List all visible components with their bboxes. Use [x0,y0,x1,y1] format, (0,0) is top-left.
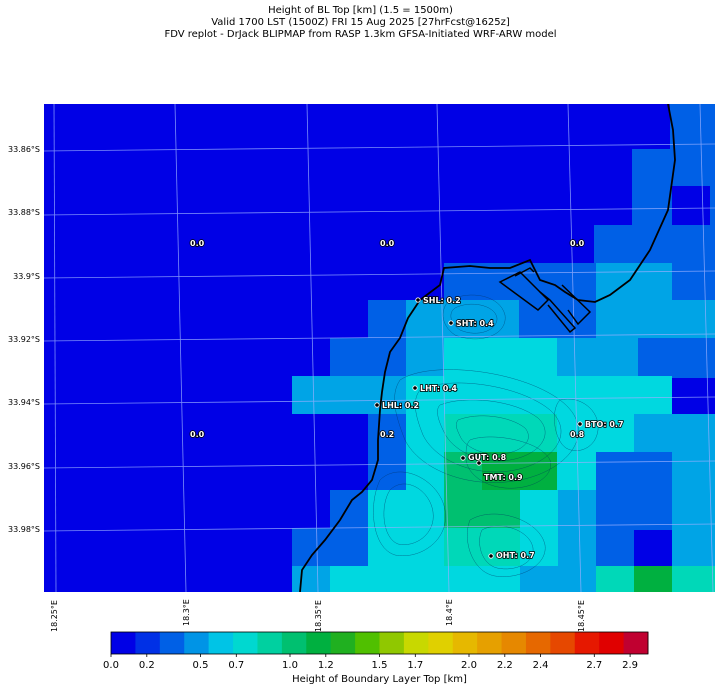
lat-label: 33.98°S [8,525,40,534]
colorbar-swatch [233,632,258,654]
station-gut: GUT: 0.8 [460,452,507,463]
colorbar-tick-label: 1.2 [317,660,334,671]
station-bto: BTO: 0.7 [577,419,624,430]
station-marker [374,402,380,408]
station-tmt: TMT: 0.9 [476,460,524,483]
lat-label: 33.94°S [8,398,40,407]
colorbar-tick-label: 2.4 [532,660,549,671]
colorbar-title: Height of Boundary Layer Top [km] [292,674,467,685]
station-label: TMT: 0.9 [484,473,523,482]
colorbar-tick-label: 2.0 [461,660,477,671]
lon-label: 18.35°E [314,600,323,632]
colorbar-swatch [135,632,161,654]
colorbar-tick-label: 0.5 [192,660,209,671]
colorbar-swatch [330,632,356,654]
colorbar-swatch [501,632,527,654]
lat-label: 33.86°S [8,145,40,154]
colorbar-swatch [159,632,185,654]
station-lhl: LHL: 0.2 [374,400,420,411]
colorbar-swatch [257,632,283,654]
colorbar-swatch [306,632,332,654]
colorbar-tick-label: 1.0 [282,660,298,671]
station-label: BTO: 0.7 [585,420,624,429]
colorbar [110,631,649,657]
station-label: LHL: 0.2 [382,401,419,410]
terrain-contours [373,294,599,577]
station-label: SHL: 0.2 [423,296,461,305]
colorbar-tick-label: 0.2 [138,660,155,671]
colorbar-tick-label: 0.0 [103,660,119,671]
colorbar-swatch [477,632,503,654]
colorbar-swatch [428,632,454,654]
station-label: OHT: 0.7 [496,551,535,560]
colorbar-tick-label: 2.9 [622,660,639,671]
map-title: Height of BL Top [km] (1.5 = 1500m) Vali… [0,5,721,41]
station-label: SHT: 0.4 [456,319,494,328]
colorbar-swatch [111,632,136,654]
colorbar-swatch [403,632,429,654]
grid-value-label: 0.0 [570,239,585,248]
station-marker [476,460,482,466]
lon-label: 18.4°E [445,599,454,626]
lon-label: 18.45°E [577,600,586,632]
title-line-3: FDV replot - DrJack BLIPMAP from RASP 1.… [164,29,557,40]
colorbar-swatch [355,632,380,654]
station-shl: SHL: 0.2 [415,295,462,306]
lat-label: 33.9°S [13,272,40,281]
lat-label: 33.96°S [8,462,40,471]
colorbar-tick-label: 1.7 [407,660,424,671]
map-plot-area [44,104,715,592]
colorbar-swatch [452,632,478,654]
colorbar-swatch [379,632,405,654]
colorbar-swatch [208,632,234,654]
bl-field-cells [292,104,715,592]
station-sht: SHT: 0.4 [448,318,495,329]
lon-label: 18.3°E [182,599,191,626]
grid-value-label: 0.8 [570,430,585,439]
station-marker [412,385,418,391]
colorbar-swatch [550,632,576,654]
grid-value-label: 0.0 [190,239,205,248]
colorbar-swatch [281,632,307,654]
grid-value-layer: 0.0 0.0 0.0 0.0 0.2 0.8 [189,238,585,440]
station-label: LHT: 0.4 [420,384,457,393]
title-line-2: Valid 1700 LST (1500Z) FRI 15 Aug 2025 [… [211,17,510,28]
station-label: GUT: 0.8 [468,453,507,462]
grid-value-label: 0.0 [190,430,205,439]
lon-label: 18.25°E [50,600,59,632]
colorbar-swatch [599,632,625,654]
graticule [44,104,715,592]
lat-label: 33.88°S [8,208,40,217]
grid-value-label: 0.0 [380,239,395,248]
station-lht: LHT: 0.4 [412,383,458,394]
station-marker [415,297,421,303]
colorbar-swatch [184,632,210,654]
colorbar-swatch [574,632,600,654]
station-marker [448,320,454,326]
colorbar-tick-label: 0.7 [228,660,245,671]
grid-value-label: 0.2 [380,430,394,439]
colorbar-tick-label: 2.7 [586,660,603,671]
colorbar-tick-label: 2.2 [496,660,513,671]
station-marker [460,455,466,461]
station-oht: OHT: 0.7 [488,550,535,561]
colorbar-swatch [623,632,649,654]
title-line-1: Height of BL Top [km] (1.5 = 1500m) [268,5,453,16]
colorbar-swatch [525,632,551,654]
station-marker [488,553,494,559]
coastline [299,104,676,592]
colorbar-tick-label: 1.5 [371,660,388,671]
station-marker [577,421,583,427]
lat-label: 33.92°S [8,335,40,344]
